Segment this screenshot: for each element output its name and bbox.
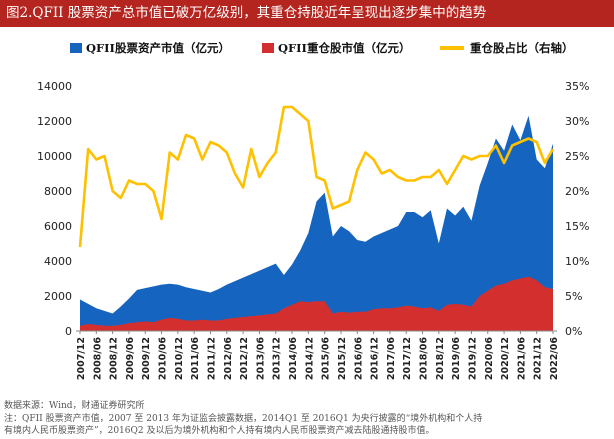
y-right-tick-label: 5% — [565, 290, 582, 303]
x-tick-label: 2012/12 — [239, 337, 250, 380]
y-right-tick-label: 25% — [565, 150, 589, 163]
y-left-tick-label: 0 — [65, 325, 72, 338]
x-tick-label: 2020/06 — [484, 337, 495, 381]
chart-area: 0 2000 4000 6000 8000 10000 12000 14000 0% 5% 10% 1… — [37, 80, 589, 381]
series-line-3 — [78, 105, 555, 248]
x-tick-label: 2009/06 — [125, 337, 136, 381]
x-tick-label: 2018/06 — [419, 337, 430, 381]
x-tick-label: 2007/12 — [76, 337, 87, 380]
x-tick-label: 2009/12 — [141, 337, 152, 380]
y-right-tick-label: 10% — [565, 255, 589, 268]
x-tick-label: 2015/06 — [321, 337, 332, 381]
x-tick-label: 2019/06 — [451, 337, 462, 381]
x-tick-label: 2016/06 — [353, 337, 364, 381]
y-right-tick-label: 15% — [565, 220, 589, 233]
y-right-tick-label: 35% — [565, 80, 589, 93]
y-left-tick-label: 6000 — [44, 220, 72, 233]
legend-label-qfii-stock-assets: QFII股票资产市值（亿元） — [86, 41, 230, 55]
note-line-1: 注：QFII 股票资产市值，2007 至 2013 年为证监会披露数据，2014… — [4, 413, 483, 424]
legend-item-qfii-stock-assets: QFII股票资产市值（亿元） — [70, 40, 230, 56]
x-tick-label: 2011/12 — [206, 337, 217, 380]
x-tick-label: 2017/06 — [386, 337, 397, 381]
legend-label-qfii-heavy-holdings: QFII重仓股市值（亿元） — [278, 41, 411, 55]
x-tick-label: 2014/06 — [288, 337, 299, 381]
legend-item-qfii-heavy-holdings: QFII重仓股市值（亿元） — [262, 40, 410, 56]
legend: QFII股票资产市值（亿元） QFII重仓股市值（亿元） 重仓股占比（右轴） — [52, 40, 612, 60]
y-left-tick-label: 14000 — [37, 80, 72, 93]
y-right-tick-label: 0% — [565, 325, 582, 338]
x-tick-label: 2012/06 — [223, 337, 234, 381]
legend-swatch-red — [262, 43, 274, 53]
x-tick-label: 2013/06 — [255, 337, 266, 381]
x-tick-label: 2010/06 — [158, 337, 169, 381]
x-tick-label: 2021/12 — [533, 337, 544, 380]
legend-item-heavy-ratio: 重仓股占比（右轴） — [440, 40, 574, 56]
x-tick-label: 2008/06 — [92, 337, 103, 381]
x-tick-label: 2008/12 — [109, 337, 120, 380]
notes: 数据来源：Wind，财通证券研究所 注：QFII 股票资产市值，2007 至 2… — [4, 400, 612, 438]
x-tick-label: 2019/12 — [467, 337, 478, 380]
x-tick-label: 2018/12 — [435, 337, 446, 380]
x-tick-label: 2013/12 — [272, 337, 283, 380]
x-tick-label: 2020/12 — [500, 337, 511, 380]
x-tick-label: 2014/12 — [304, 337, 315, 380]
x-tick-label: 2016/12 — [370, 337, 381, 380]
series-area-2 — [80, 276, 553, 331]
legend-label-heavy-ratio: 重仓股占比（右轴） — [470, 41, 574, 55]
note-line-2: 有境内人民币股票资产”，2016Q2 及以后为境外机构和个人持有境内人民币股票资… — [4, 426, 435, 436]
y-right-tick-label: 30% — [565, 115, 589, 128]
x-tick-label: 2011/06 — [190, 337, 201, 381]
x-tick-label: 2022/06 — [549, 337, 560, 381]
figure-title: 图2.QFII 股票资产总市值已破万亿级别，其重仓持股近年呈现出逐步集中的趋势 — [0, 0, 614, 27]
x-tick-label: 2010/12 — [174, 337, 185, 380]
legend-swatch-yellow-line — [440, 46, 464, 50]
y-left-tick-label: 2000 — [44, 290, 72, 303]
series-area-1 — [80, 115, 553, 331]
y-left-tick-label: 8000 — [44, 185, 72, 198]
data-source: 数据来源：Wind，财通证券研究所 — [4, 401, 145, 411]
legend-swatch-blue — [70, 43, 82, 53]
x-tick-label: 2021/06 — [516, 337, 527, 381]
y-right-tick-label: 20% — [565, 185, 589, 198]
y-left-tick-label: 10000 — [37, 150, 72, 163]
x-tick-label: 2017/12 — [402, 337, 413, 380]
y-left-tick-label: 4000 — [44, 255, 72, 268]
x-tick-label: 2015/12 — [337, 337, 348, 380]
y-left-tick-label: 12000 — [37, 115, 72, 128]
